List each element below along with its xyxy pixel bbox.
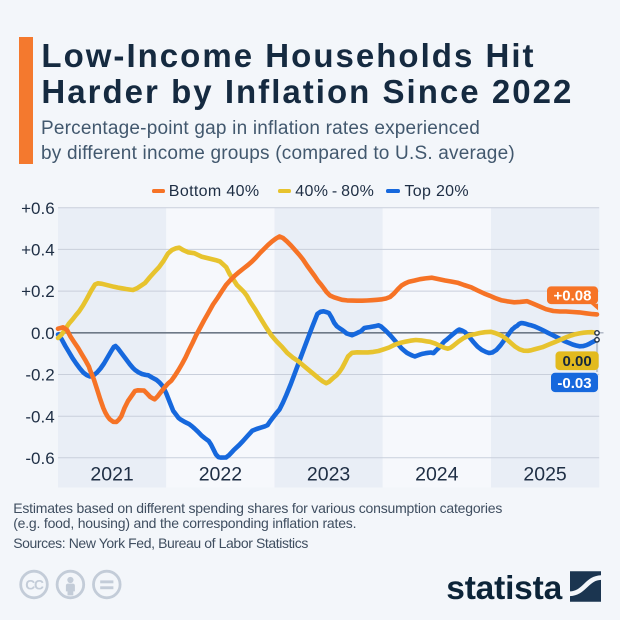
svg-text:2023: 2023	[307, 464, 350, 486]
svg-text:-0.6: -0.6	[25, 449, 54, 468]
svg-text:+0.2: +0.2	[21, 282, 55, 301]
svg-text:2024: 2024	[415, 464, 459, 486]
svg-text:-0.2: -0.2	[25, 366, 54, 385]
svg-text:2022: 2022	[199, 464, 242, 486]
svg-text:0.0: 0.0	[31, 324, 55, 343]
svg-text:2025: 2025	[523, 464, 567, 486]
svg-text:+0.08: +0.08	[554, 287, 592, 304]
svg-text:CC: CC	[25, 577, 44, 592]
svg-text:+0.4: +0.4	[21, 241, 55, 260]
svg-text:-0.03: -0.03	[557, 375, 591, 392]
svg-text:2021: 2021	[90, 464, 133, 486]
svg-text:+0.6: +0.6	[21, 199, 55, 218]
svg-text:-0.4: -0.4	[25, 407, 54, 426]
svg-text:0.00: 0.00	[562, 353, 591, 370]
